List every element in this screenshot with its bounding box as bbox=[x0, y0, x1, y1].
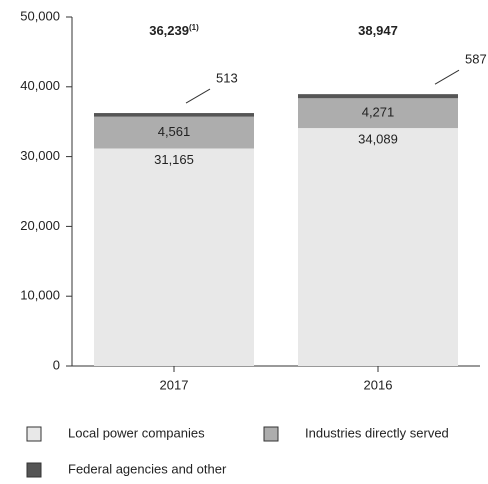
legend-swatch bbox=[26, 426, 42, 442]
y-tick-label: 50,000 bbox=[20, 8, 60, 23]
bar-segment bbox=[298, 94, 458, 99]
x-tick-label: 2017 bbox=[160, 377, 189, 392]
data-label: 4,271 bbox=[362, 105, 395, 120]
bar-segment bbox=[298, 128, 458, 366]
bar-segment bbox=[94, 116, 254, 149]
legend-swatch bbox=[26, 462, 42, 478]
y-tick-label: 0 bbox=[53, 357, 60, 372]
leader-line bbox=[185, 88, 211, 104]
total-note: (1) bbox=[189, 23, 199, 32]
data-label: 513 bbox=[216, 70, 238, 85]
legend-label: Local power companies bbox=[68, 425, 205, 440]
total-label: 38,947 bbox=[358, 23, 398, 38]
data-label: 4,561 bbox=[158, 124, 191, 139]
data-label: 34,089 bbox=[358, 131, 398, 146]
y-tick-label: 20,000 bbox=[20, 218, 60, 233]
y-tick-label: 10,000 bbox=[20, 288, 60, 303]
legend-label: Industries directly served bbox=[305, 425, 449, 440]
y-tick-label: 40,000 bbox=[20, 78, 60, 93]
bar-segment bbox=[298, 98, 458, 129]
leader-line bbox=[434, 69, 460, 85]
data-label: 31,165 bbox=[154, 152, 194, 167]
bar-segment bbox=[94, 148, 254, 366]
x-tick-label: 2016 bbox=[364, 377, 393, 392]
total-label: 36,239(1) bbox=[149, 23, 199, 38]
legend-swatch bbox=[263, 426, 279, 442]
total-value: 38,947 bbox=[358, 23, 398, 38]
legend-label: Federal agencies and other bbox=[68, 461, 227, 476]
y-tick-label: 30,000 bbox=[20, 148, 60, 163]
total-value: 36,239 bbox=[149, 23, 189, 38]
bar-segment bbox=[94, 113, 254, 117]
data-label: 587 bbox=[465, 52, 487, 67]
